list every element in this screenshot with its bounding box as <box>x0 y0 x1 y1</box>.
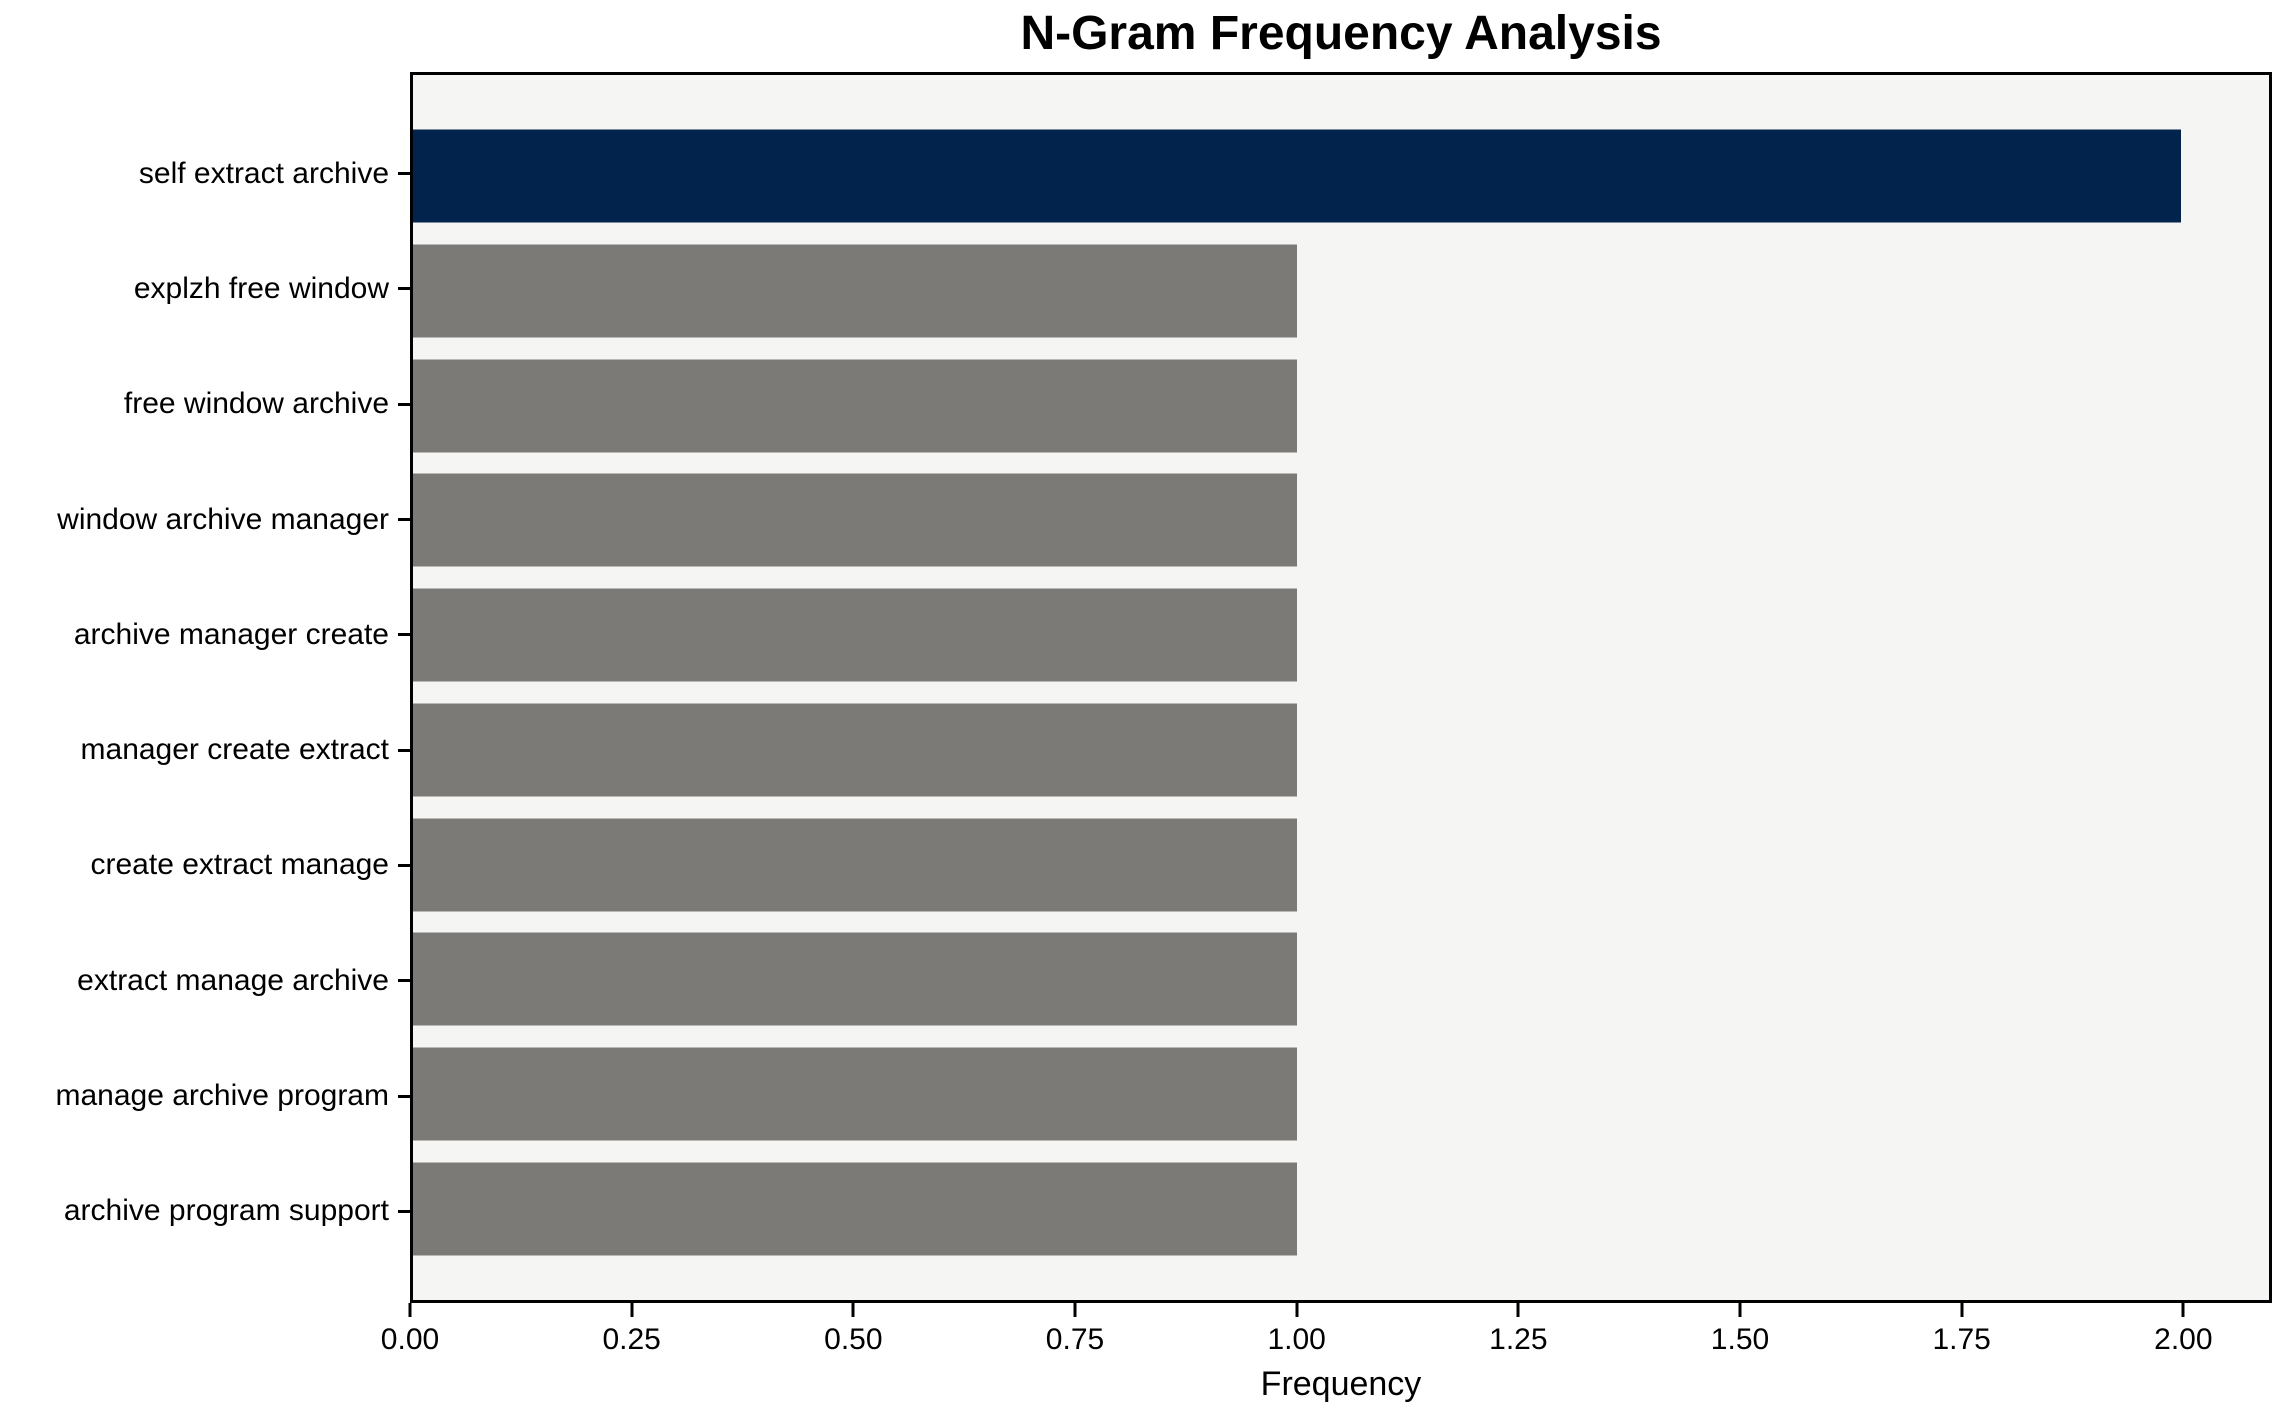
x-tick-mark <box>1295 1303 1299 1317</box>
x-tick-label: 1.00 <box>1267 1323 1326 1356</box>
bar <box>413 932 1297 1026</box>
bar-row <box>413 119 2269 234</box>
y-tick-label: explzh free window <box>133 271 389 305</box>
x-tick-mark <box>1516 1303 1520 1317</box>
y-tick-row: explzh free window <box>0 231 410 346</box>
x-axis-title: Frequency <box>1260 1365 1422 1403</box>
y-tick-row: extract manage archive <box>0 923 410 1038</box>
bar <box>413 588 1297 682</box>
x-tick-mark <box>2181 1303 2185 1317</box>
y-tick-row: free window archive <box>0 347 410 462</box>
y-tick-row: manager create extract <box>0 692 410 807</box>
y-tick-row: manage archive program <box>0 1038 410 1153</box>
bar-row <box>413 807 2269 922</box>
x-tick-mark <box>1738 1303 1742 1317</box>
y-tick-label: archive manager create <box>73 617 389 651</box>
plot-area <box>410 72 2272 1303</box>
bar <box>413 818 1297 912</box>
bar-row <box>413 693 2269 808</box>
bar-row <box>413 463 2269 578</box>
x-tick-label: 2.00 <box>2154 1323 2213 1356</box>
bar-row <box>413 578 2269 693</box>
y-tick-label: create extract manage <box>90 848 390 882</box>
y-tick-label: self extract archive <box>138 156 389 190</box>
x-tick-mark <box>851 1303 855 1317</box>
bar <box>413 473 1297 567</box>
bar-row <box>413 234 2269 349</box>
y-tick-mark <box>398 287 410 291</box>
y-tick-label: archive program support <box>63 1194 389 1228</box>
x-tick-label: 1.25 <box>1489 1323 1548 1356</box>
y-tick-label: manage archive program <box>55 1079 389 1113</box>
x-tick-label: 0.75 <box>1045 1323 1105 1356</box>
y-tick-mark <box>398 863 410 867</box>
y-tick-mark <box>398 748 410 752</box>
bar <box>413 1047 1297 1141</box>
bar <box>413 359 1297 453</box>
y-tick-row: create extract manage <box>0 808 410 923</box>
y-tick-mark <box>398 518 410 522</box>
x-tick-label: 1.50 <box>1710 1323 1770 1356</box>
x-tick-label: 0.50 <box>824 1323 883 1356</box>
y-tick-row: archive program support <box>0 1154 410 1269</box>
y-tick-label: extract manage archive <box>77 963 389 997</box>
y-tick-label: window archive manager <box>57 502 389 536</box>
bar-row <box>413 348 2269 463</box>
y-tick-row: archive manager create <box>0 577 410 692</box>
bar <box>413 1162 1297 1256</box>
x-tick-mark <box>630 1303 634 1317</box>
bar-row <box>413 1151 2269 1266</box>
y-tick-row: self extract archive <box>0 116 410 231</box>
y-tick-mark <box>398 633 410 637</box>
y-tick-label: manager create extract <box>80 733 389 767</box>
y-tick-mark <box>398 402 410 406</box>
y-axis-labels: self extract archive explzh free window fr… <box>0 116 410 1269</box>
x-tick-mark <box>1960 1303 1964 1317</box>
x-tick-mark <box>1073 1303 1077 1317</box>
bar-rows <box>413 119 2269 1266</box>
bar <box>413 244 1297 338</box>
y-tick-mark <box>398 172 410 176</box>
x-tick-mark <box>408 1303 412 1317</box>
x-tick-label: 1.75 <box>1932 1323 1991 1356</box>
y-tick-mark <box>398 1209 410 1213</box>
bar <box>413 703 1297 797</box>
bar-row <box>413 1037 2269 1152</box>
x-tick-label: 0.00 <box>380 1323 440 1356</box>
bar-row <box>413 922 2269 1037</box>
y-tick-row: window archive manager <box>0 462 410 577</box>
y-tick-label: free window archive <box>123 387 389 421</box>
x-tick-label: 0.25 <box>602 1323 661 1356</box>
y-tick-mark <box>398 979 410 983</box>
bar <box>413 129 2181 223</box>
y-tick-mark <box>398 1094 410 1098</box>
chart-title: N-Gram Frequency Analysis <box>1020 7 1662 60</box>
